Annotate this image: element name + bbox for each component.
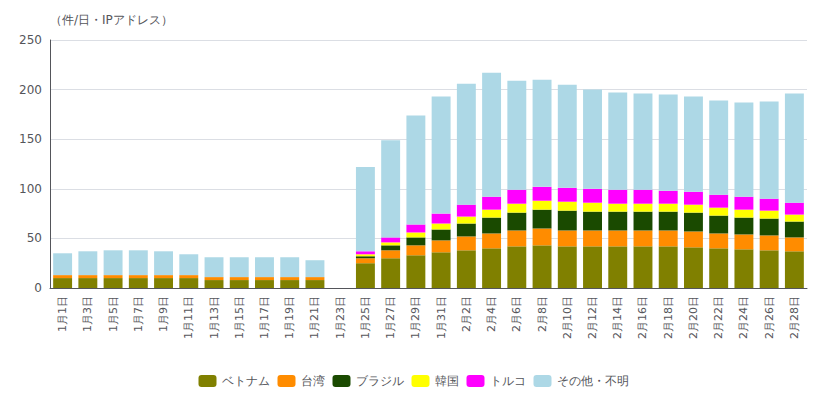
svg-text:トルコ: トルコ: [490, 374, 526, 388]
svg-text:0: 0: [34, 281, 42, 295]
svg-text:1月9日: 1月9日: [157, 296, 170, 332]
svg-text:2月2日: 2月2日: [460, 296, 473, 332]
svg-text:ブラジル: ブラジル: [356, 374, 404, 388]
svg-text:2月28日: 2月28日: [788, 296, 801, 339]
svg-text:150: 150: [19, 132, 42, 146]
svg-text:1月15日: 1月15日: [233, 296, 246, 339]
svg-text:ベトナム: ベトナム: [222, 374, 270, 388]
svg-text:2月22日: 2月22日: [712, 296, 725, 339]
svg-text:2月26日: 2月26日: [763, 296, 776, 339]
svg-text:1月1日: 1月1日: [56, 296, 69, 332]
svg-text:2月6日: 2月6日: [510, 296, 523, 332]
svg-text:1月19日: 1月19日: [283, 296, 296, 339]
svg-text:2月20日: 2月20日: [687, 296, 700, 339]
svg-text:2月24日: 2月24日: [737, 296, 750, 339]
svg-text:1月17日: 1月17日: [258, 296, 271, 339]
svg-text:1月7日: 1月7日: [132, 296, 145, 332]
svg-text:1月27日: 1月27日: [384, 296, 397, 339]
svg-text:台湾: 台湾: [301, 374, 325, 388]
svg-text:2月8日: 2月8日: [536, 296, 549, 332]
svg-text:2月14日: 2月14日: [611, 296, 624, 339]
svg-text:（件/日・IPアドレス）: （件/日・IPアドレス）: [50, 13, 173, 27]
svg-text:50: 50: [27, 231, 42, 245]
svg-text:2月18日: 2月18日: [662, 296, 675, 339]
svg-text:その他・不明: その他・不明: [557, 374, 629, 388]
svg-text:1月3日: 1月3日: [81, 296, 94, 332]
svg-text:1月31日: 1月31日: [435, 296, 448, 339]
svg-text:250: 250: [19, 33, 42, 47]
svg-text:2月16日: 2月16日: [636, 296, 649, 339]
svg-text:200: 200: [19, 83, 42, 97]
svg-text:2月10日: 2月10日: [561, 296, 574, 339]
svg-text:1月21日: 1月21日: [308, 296, 321, 339]
svg-text:100: 100: [19, 182, 42, 196]
svg-text:1月25日: 1月25日: [359, 296, 372, 339]
svg-text:韓国: 韓国: [435, 374, 459, 388]
svg-text:1月23日: 1月23日: [334, 296, 347, 339]
svg-text:1月5日: 1月5日: [107, 296, 120, 332]
svg-text:1月11日: 1月11日: [182, 296, 195, 339]
svg-text:1月29日: 1月29日: [409, 296, 422, 339]
svg-text:2月4日: 2月4日: [485, 296, 498, 332]
svg-text:2月12日: 2月12日: [586, 296, 599, 339]
svg-text:1月13日: 1月13日: [208, 296, 221, 339]
